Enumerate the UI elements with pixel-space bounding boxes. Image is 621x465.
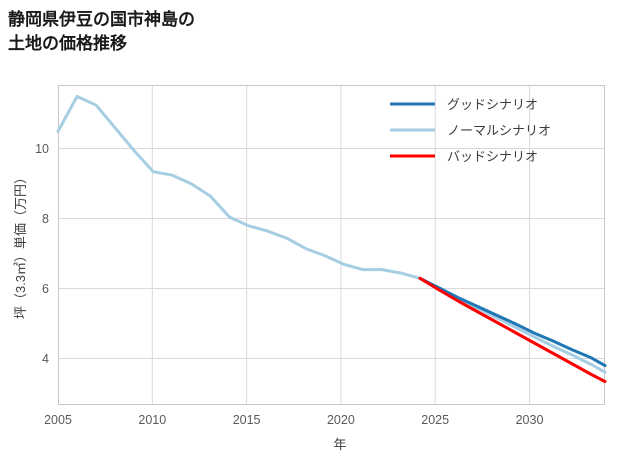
y-tick-label-8: 8	[42, 212, 49, 226]
y-tick-label-10: 10	[35, 142, 49, 156]
x-tick-label-2015: 2015	[233, 413, 261, 427]
grid-lines	[58, 85, 605, 405]
x-axis-title: 年	[333, 437, 346, 452]
chart-title-line-1: 静岡県伊豆の国市神島の	[8, 10, 195, 29]
series-line-good	[418, 276, 607, 368]
chart-title: 静岡県伊豆の国市神島の 土地の価格推移	[8, 8, 195, 56]
y-tick-label-6: 6	[42, 282, 49, 296]
x-tick-label-2025: 2025	[421, 413, 449, 427]
legend-label-good: グッドシナリオ	[447, 97, 538, 112]
chart-title-line-2: 土地の価格推移	[8, 34, 127, 54]
y-axis-title: 坪（3.3㎡）単価（万円）	[13, 171, 28, 319]
x-tick-label-2030: 2030	[516, 413, 544, 427]
legend-label-bad: バッドシナリオ	[447, 149, 538, 164]
series-line-bad	[418, 276, 607, 383]
x-tick-label-2010: 2010	[138, 413, 166, 427]
legend-label-normal: ノーマルシナリオ	[447, 123, 551, 138]
x-tick-label-2005: 2005	[44, 413, 72, 427]
x-tick-label-2020: 2020	[327, 413, 355, 427]
y-tick-label-4: 4	[42, 352, 49, 366]
series-line-normal	[56, 94, 607, 374]
chart-legend: グッドシナリオ ノーマルシナリオ バッドシナリオ	[390, 97, 551, 164]
plot-area-border	[58, 85, 605, 405]
